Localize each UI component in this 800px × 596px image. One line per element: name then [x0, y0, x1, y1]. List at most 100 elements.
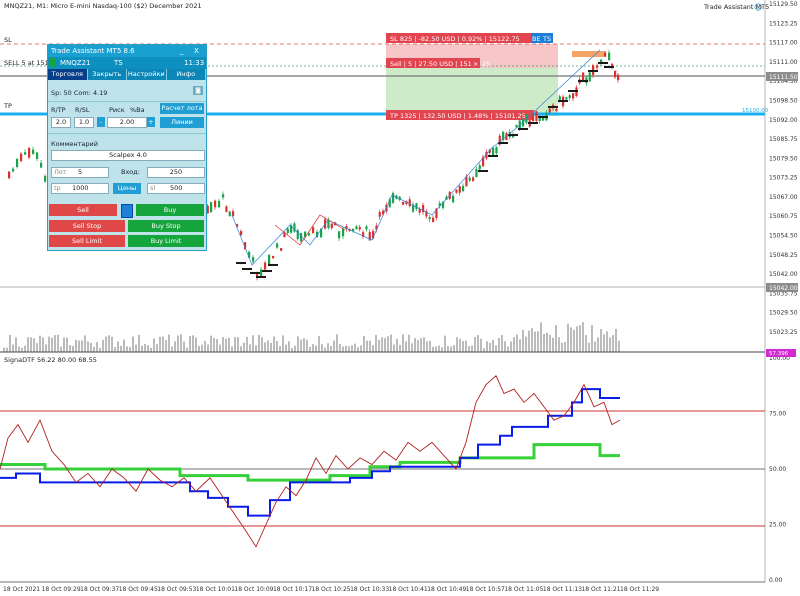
tp-field[interactable]: tp 1000 [51, 183, 109, 194]
close-icon: × [473, 60, 478, 68]
close-button[interactable]: X [194, 47, 199, 55]
rtp-input[interactable]: 2.0 [51, 117, 71, 128]
candle-body [611, 63, 614, 68]
tab-close[interactable]: Закрыть [88, 69, 127, 80]
sell-limit-button[interactable]: Sell Limit [49, 235, 125, 247]
price-tick-label: 15117.00 [769, 40, 798, 47]
indicator-tick-label: 100.00 [769, 355, 790, 362]
buy-limit-button[interactable]: Buy Limit [128, 235, 204, 247]
candle-body [452, 195, 455, 203]
candle-body [548, 108, 551, 113]
panel-ts: TS [114, 59, 123, 67]
signal-bar [256, 276, 266, 278]
tab-info[interactable]: Инфо [167, 69, 206, 80]
candle-body [24, 152, 27, 155]
sell-info-box[interactable] [386, 58, 471, 68]
price-tick-label: 15035.75 [769, 290, 798, 297]
candle-body [308, 233, 311, 236]
price-tick-label: 15079.50 [769, 155, 798, 162]
comment-label: Комментарий [51, 140, 98, 148]
be-button[interactable] [531, 33, 542, 43]
time-axis: 18 Oct 2021 18 Oct 09:29 18 Oct 09:37 18 Oc… [3, 586, 659, 593]
candle-body [582, 72, 585, 81]
camera-icon[interactable]: ◙ [193, 86, 203, 95]
sell-line-label: SELL 5 at 15114.5 [4, 59, 63, 67]
signal-bar [488, 155, 498, 157]
time-tick-label: 18 Oct 10:33 [350, 586, 389, 593]
candle-body [555, 108, 558, 112]
sl-label: sl [150, 184, 156, 192]
candle-body [300, 233, 303, 242]
candle-body [388, 199, 391, 208]
candle-body [272, 256, 275, 259]
sl-info-box[interactable] [386, 33, 531, 43]
sell-button[interactable]: Sell [49, 204, 117, 216]
candle-body [498, 135, 501, 145]
candle-body [368, 232, 371, 241]
divider [48, 101, 206, 102]
current-price-tag [766, 72, 798, 81]
candle-body [455, 189, 458, 193]
zigzag-red [274, 214, 346, 246]
candle-body [408, 199, 411, 207]
candle-body [345, 226, 348, 230]
trade-assistant-panel[interactable]: Trade Assistant MT5 8.6 _ X MNQZ21 TS 11… [47, 44, 207, 251]
sell-close-button[interactable] [471, 58, 480, 68]
signal-bar [508, 134, 518, 136]
toggle-icon[interactable] [121, 204, 133, 218]
candle-body [358, 227, 361, 230]
candle-body [468, 177, 471, 181]
candle-body [256, 274, 259, 278]
time-tick-label: 18 Oct 10:01 [196, 586, 235, 593]
time-tick-label: 18 Oct 10:41 [389, 586, 428, 593]
candle-body [475, 168, 478, 178]
candle-body [32, 149, 35, 154]
candle-body [260, 269, 263, 278]
candle-body [402, 201, 405, 205]
candle-body [472, 177, 475, 181]
sl-field[interactable]: sl 500 [147, 183, 205, 194]
lot-field[interactable]: Лот 5 [51, 167, 109, 178]
risk-minus-button[interactable]: - [97, 117, 105, 127]
candle-body [304, 231, 307, 238]
minimize-button[interactable]: _ [180, 47, 184, 55]
price-tick-label: 15085.75 [769, 136, 798, 143]
risk-plus-button[interactable]: + [147, 117, 155, 127]
tab-trading[interactable]: Торговля [48, 69, 88, 80]
buy-button[interactable]: Buy [136, 204, 204, 216]
entry-input[interactable]: 250 [147, 167, 205, 178]
ts-button[interactable] [542, 33, 553, 43]
sl-info-text: SL 825 | -82.50 USD | 0.92% | 15122.75 [390, 35, 520, 43]
candle-body [40, 162, 43, 168]
candle-body [614, 70, 617, 78]
candle-body [378, 212, 381, 217]
candle-body [36, 152, 39, 159]
time-tick-label: 18 Oct 11:29 [620, 586, 659, 593]
lower-level-label: 15042.00 [769, 285, 798, 292]
sl-line-label: SL [4, 36, 12, 44]
tp-info-box[interactable] [386, 110, 534, 120]
rtp-label: R/TP [51, 106, 66, 114]
sell-stop-button[interactable]: Sell Stop [49, 220, 125, 232]
panel-title: Trade Assistant MT5 8.6 [51, 47, 135, 55]
candle-body [502, 131, 505, 141]
candle-body [442, 201, 445, 208]
signal-bar [538, 116, 548, 118]
price-axis: 15129.50 15123.25 15117.00 15111.00 15104.50… [769, 1, 798, 336]
comment-input[interactable]: Scalpex 4.0 [51, 150, 205, 161]
candle-body [432, 217, 435, 222]
lines-button[interactable]: Линии [160, 117, 204, 128]
candle-body [418, 209, 421, 213]
prices-button[interactable]: Цены [113, 183, 141, 194]
rsl-label: R/SL [75, 106, 90, 114]
price-tick-label: 15092.00 [769, 117, 798, 124]
panel-title-bar[interactable]: Trade Assistant MT5 8.6 _ X [48, 45, 206, 57]
risk-input[interactable]: 2.00 [107, 117, 147, 128]
calc-lot-button[interactable]: Расчет лота [160, 103, 204, 114]
tab-settings[interactable]: Настройки [127, 69, 167, 80]
candle-body [222, 194, 225, 198]
buy-stop-button[interactable]: Buy Stop [128, 220, 204, 232]
rsl-input[interactable]: 1.0 [74, 117, 94, 128]
candle-body [276, 243, 279, 248]
